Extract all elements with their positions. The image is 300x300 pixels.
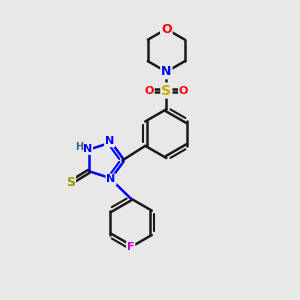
Text: N: N	[105, 136, 114, 146]
Text: O: O	[161, 22, 172, 35]
Text: N: N	[83, 144, 92, 154]
Text: H: H	[75, 142, 84, 152]
Text: N: N	[106, 174, 116, 184]
Text: N: N	[161, 65, 172, 78]
Text: F: F	[127, 242, 134, 252]
Text: S: S	[66, 176, 75, 189]
Text: O: O	[179, 85, 188, 96]
Text: S: S	[161, 84, 171, 98]
Text: O: O	[144, 85, 154, 96]
